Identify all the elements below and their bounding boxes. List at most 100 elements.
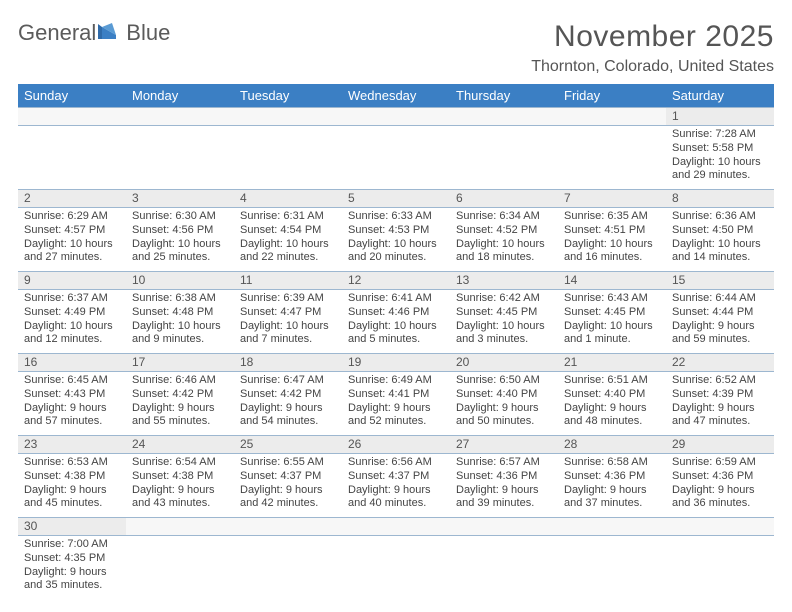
sunrise-text: Sunrise: 6:56 AM bbox=[348, 456, 444, 470]
day-info-cell bbox=[18, 126, 126, 190]
sunset-text: Sunset: 4:43 PM bbox=[24, 388, 120, 402]
daylight-text: Daylight: 10 hours and 20 minutes. bbox=[348, 238, 444, 266]
day-number-cell: 11 bbox=[234, 272, 342, 290]
daylight-text: Daylight: 10 hours and 18 minutes. bbox=[456, 238, 552, 266]
daylight-text: Daylight: 9 hours and 43 minutes. bbox=[132, 484, 228, 512]
day-info-cell: Sunrise: 6:47 AMSunset: 4:42 PMDaylight:… bbox=[234, 372, 342, 436]
sunset-text: Sunset: 4:52 PM bbox=[456, 224, 552, 238]
day-info-cell: Sunrise: 6:51 AMSunset: 4:40 PMDaylight:… bbox=[558, 372, 666, 436]
day-info-cell: Sunrise: 6:39 AMSunset: 4:47 PMDaylight:… bbox=[234, 290, 342, 354]
day-info-cell: Sunrise: 6:59 AMSunset: 4:36 PMDaylight:… bbox=[666, 454, 774, 518]
day-info-cell: Sunrise: 6:35 AMSunset: 4:51 PMDaylight:… bbox=[558, 208, 666, 272]
sunrise-text: Sunrise: 6:54 AM bbox=[132, 456, 228, 470]
calendar-header-row: SundayMondayTuesdayWednesdayThursdayFrid… bbox=[18, 84, 774, 108]
sunrise-text: Sunrise: 6:35 AM bbox=[564, 210, 660, 224]
day-info-cell: Sunrise: 6:38 AMSunset: 4:48 PMDaylight:… bbox=[126, 290, 234, 354]
daylight-text: Daylight: 9 hours and 52 minutes. bbox=[348, 402, 444, 430]
day-info-cell: Sunrise: 6:54 AMSunset: 4:38 PMDaylight:… bbox=[126, 454, 234, 518]
daylight-text: Daylight: 9 hours and 42 minutes. bbox=[240, 484, 336, 512]
daylight-text: Daylight: 10 hours and 7 minutes. bbox=[240, 320, 336, 348]
day-number-cell bbox=[234, 518, 342, 536]
sunrise-text: Sunrise: 6:53 AM bbox=[24, 456, 120, 470]
daylight-text: Daylight: 10 hours and 12 minutes. bbox=[24, 320, 120, 348]
sunrise-text: Sunrise: 6:30 AM bbox=[132, 210, 228, 224]
day-number-cell: 21 bbox=[558, 354, 666, 372]
day-number-cell: 20 bbox=[450, 354, 558, 372]
day-info-cell bbox=[558, 126, 666, 190]
sunrise-text: Sunrise: 6:51 AM bbox=[564, 374, 660, 388]
sunrise-text: Sunrise: 6:31 AM bbox=[240, 210, 336, 224]
day-number-cell: 2 bbox=[18, 190, 126, 208]
day-info-cell: Sunrise: 6:33 AMSunset: 4:53 PMDaylight:… bbox=[342, 208, 450, 272]
day-info-cell: Sunrise: 7:28 AMSunset: 5:58 PMDaylight:… bbox=[666, 126, 774, 190]
day-info-cell: Sunrise: 6:56 AMSunset: 4:37 PMDaylight:… bbox=[342, 454, 450, 518]
sunset-text: Sunset: 4:38 PM bbox=[132, 470, 228, 484]
day-info-cell bbox=[234, 536, 342, 600]
day-info-cell: Sunrise: 6:50 AMSunset: 4:40 PMDaylight:… bbox=[450, 372, 558, 436]
sunrise-text: Sunrise: 6:36 AM bbox=[672, 210, 768, 224]
logo-text-2: Blue bbox=[126, 20, 170, 46]
sunset-text: Sunset: 5:58 PM bbox=[672, 142, 768, 156]
day-number-cell: 24 bbox=[126, 436, 234, 454]
sunset-text: Sunset: 4:50 PM bbox=[672, 224, 768, 238]
sunset-text: Sunset: 4:37 PM bbox=[348, 470, 444, 484]
day-number-cell: 19 bbox=[342, 354, 450, 372]
weekday-friday: Friday bbox=[558, 84, 666, 108]
location: Thornton, Colorado, United States bbox=[531, 58, 774, 76]
calendar-table: SundayMondayTuesdayWednesdayThursdayFrid… bbox=[18, 84, 774, 599]
day-number-cell bbox=[558, 108, 666, 126]
sunrise-text: Sunrise: 6:57 AM bbox=[456, 456, 552, 470]
sunrise-text: Sunrise: 6:59 AM bbox=[672, 456, 768, 470]
daylight-text: Daylight: 9 hours and 48 minutes. bbox=[564, 402, 660, 430]
sunset-text: Sunset: 4:45 PM bbox=[564, 306, 660, 320]
sunrise-text: Sunrise: 7:28 AM bbox=[672, 128, 768, 142]
sunrise-text: Sunrise: 7:00 AM bbox=[24, 538, 120, 552]
sunset-text: Sunset: 4:42 PM bbox=[240, 388, 336, 402]
daylight-text: Daylight: 10 hours and 1 minute. bbox=[564, 320, 660, 348]
day-info-cell bbox=[126, 536, 234, 600]
daylight-text: Daylight: 10 hours and 9 minutes. bbox=[132, 320, 228, 348]
day-number-cell: 1 bbox=[666, 108, 774, 126]
sunset-text: Sunset: 4:46 PM bbox=[348, 306, 444, 320]
day-info-cell bbox=[342, 536, 450, 600]
weekday-tuesday: Tuesday bbox=[234, 84, 342, 108]
day-info-cell bbox=[558, 536, 666, 600]
daylight-text: Daylight: 9 hours and 57 minutes. bbox=[24, 402, 120, 430]
day-number-cell: 22 bbox=[666, 354, 774, 372]
month-title: November 2025 bbox=[531, 20, 774, 54]
daylight-text: Daylight: 10 hours and 3 minutes. bbox=[456, 320, 552, 348]
sunrise-text: Sunrise: 6:58 AM bbox=[564, 456, 660, 470]
daylight-text: Daylight: 10 hours and 16 minutes. bbox=[564, 238, 660, 266]
day-number-cell: 15 bbox=[666, 272, 774, 290]
weekday-wednesday: Wednesday bbox=[342, 84, 450, 108]
sunrise-text: Sunrise: 6:50 AM bbox=[456, 374, 552, 388]
sunset-text: Sunset: 4:49 PM bbox=[24, 306, 120, 320]
sunrise-text: Sunrise: 6:55 AM bbox=[240, 456, 336, 470]
sunrise-text: Sunrise: 6:43 AM bbox=[564, 292, 660, 306]
sunset-text: Sunset: 4:45 PM bbox=[456, 306, 552, 320]
logo: General Blue bbox=[18, 20, 170, 46]
sunrise-text: Sunrise: 6:37 AM bbox=[24, 292, 120, 306]
day-number-cell: 26 bbox=[342, 436, 450, 454]
day-number-cell: 28 bbox=[558, 436, 666, 454]
sunset-text: Sunset: 4:36 PM bbox=[456, 470, 552, 484]
sunset-text: Sunset: 4:51 PM bbox=[564, 224, 660, 238]
day-info-cell: Sunrise: 6:52 AMSunset: 4:39 PMDaylight:… bbox=[666, 372, 774, 436]
day-info-cell: Sunrise: 6:41 AMSunset: 4:46 PMDaylight:… bbox=[342, 290, 450, 354]
sunset-text: Sunset: 4:40 PM bbox=[564, 388, 660, 402]
day-number-cell: 16 bbox=[18, 354, 126, 372]
flag-icon bbox=[98, 21, 124, 46]
day-info-cell bbox=[234, 126, 342, 190]
sunset-text: Sunset: 4:40 PM bbox=[456, 388, 552, 402]
day-number-cell bbox=[666, 518, 774, 536]
sunset-text: Sunset: 4:56 PM bbox=[132, 224, 228, 238]
day-info-cell: Sunrise: 6:30 AMSunset: 4:56 PMDaylight:… bbox=[126, 208, 234, 272]
day-info-cell bbox=[666, 536, 774, 600]
calendar-body: 1Sunrise: 7:28 AMSunset: 5:58 PMDaylight… bbox=[18, 108, 774, 600]
weekday-monday: Monday bbox=[126, 84, 234, 108]
daylight-text: Daylight: 9 hours and 36 minutes. bbox=[672, 484, 768, 512]
day-info-cell: Sunrise: 6:31 AMSunset: 4:54 PMDaylight:… bbox=[234, 208, 342, 272]
day-info-cell: Sunrise: 6:42 AMSunset: 4:45 PMDaylight:… bbox=[450, 290, 558, 354]
sunrise-text: Sunrise: 6:49 AM bbox=[348, 374, 444, 388]
day-number-cell: 12 bbox=[342, 272, 450, 290]
